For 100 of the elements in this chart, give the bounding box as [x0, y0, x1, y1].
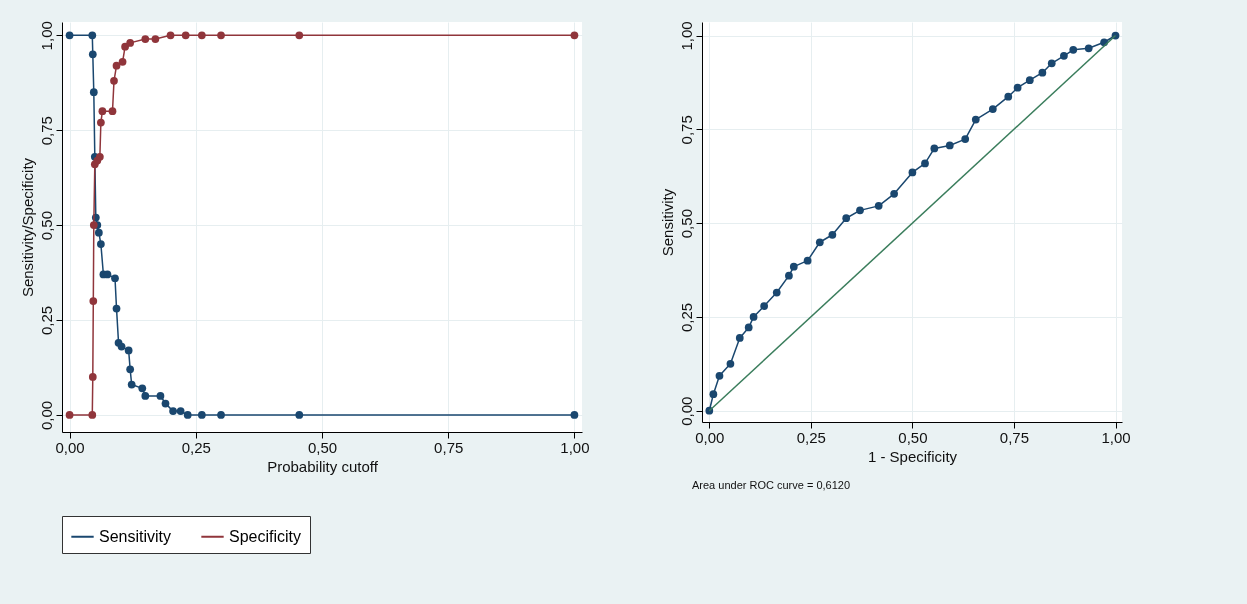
- point: [217, 411, 225, 419]
- point: [110, 76, 118, 85]
- point: [112, 304, 121, 313]
- point: [217, 31, 225, 40]
- point: [112, 61, 121, 70]
- x-axis-title: 1 - Specificity: [867, 447, 958, 465]
- point: [1047, 59, 1056, 68]
- point: [570, 411, 579, 419]
- point: [772, 288, 781, 297]
- y-tick-label: 0,75: [677, 115, 695, 145]
- x-tick-label: 0,75: [999, 428, 1030, 446]
- x-axis-title: Probability cutoff: [267, 457, 379, 475]
- point: [971, 115, 980, 124]
- point: [815, 238, 824, 247]
- x-tick-label: 0,00: [55, 438, 85, 456]
- point: [65, 31, 74, 40]
- point: [161, 399, 170, 408]
- point: [570, 31, 579, 40]
- point: [197, 411, 206, 419]
- x-tick-label: 0,25: [796, 428, 826, 446]
- y-tick-label: 0,25: [37, 305, 55, 336]
- point: [95, 152, 104, 161]
- point: [126, 365, 135, 374]
- point: [1025, 76, 1034, 85]
- point: [124, 346, 133, 355]
- y-tick-label: 0,50: [677, 209, 695, 239]
- point: [183, 411, 192, 419]
- y-axis-title: Sensitivity: [658, 188, 676, 257]
- point: [709, 390, 718, 399]
- point: [88, 373, 97, 381]
- point: [88, 31, 97, 40]
- point: [921, 159, 929, 168]
- point: [295, 411, 304, 419]
- point: [88, 411, 97, 419]
- point: [126, 39, 135, 47]
- point: [176, 407, 185, 415]
- y-tick-label: 0,00: [677, 396, 695, 426]
- y-tick-label: 0,75: [37, 116, 55, 146]
- legend-label: Specificity: [229, 527, 302, 545]
- y-tick-label: 0,25: [677, 302, 695, 333]
- point: [1084, 44, 1093, 53]
- point: [908, 168, 917, 177]
- point: [874, 202, 883, 210]
- point: [1004, 92, 1013, 101]
- point: [789, 262, 798, 271]
- point: [295, 31, 304, 40]
- point: [715, 371, 724, 380]
- point: [197, 31, 206, 40]
- point: [803, 256, 812, 265]
- point: [118, 58, 127, 66]
- point: [1069, 45, 1078, 54]
- point: [141, 392, 150, 400]
- point: [97, 240, 105, 248]
- x-tick-label: 0,50: [898, 428, 928, 446]
- point: [89, 221, 98, 229]
- x-tick-label: 0,00: [695, 428, 725, 446]
- point: [117, 342, 126, 351]
- point: [1060, 51, 1068, 60]
- point: [749, 313, 758, 321]
- point: [141, 35, 150, 43]
- point: [169, 407, 177, 415]
- point: [166, 31, 175, 40]
- text: Area under ROC curve = 0,6120: [692, 479, 851, 491]
- point: [156, 392, 165, 400]
- point: [98, 107, 107, 116]
- y-tick-label: 1,00: [677, 21, 695, 51]
- point: [744, 323, 753, 332]
- point: [65, 411, 74, 419]
- x-tick-label: 1,00: [1101, 428, 1131, 446]
- point: [111, 274, 119, 283]
- point: [735, 334, 744, 342]
- y-tick-label: 0,50: [37, 211, 55, 241]
- x-tick-label: 1,00: [560, 438, 590, 456]
- point: [89, 297, 98, 305]
- y-axis-title: Sensitivity/Specificity: [18, 157, 36, 298]
- point: [961, 135, 970, 143]
- point: [89, 88, 98, 97]
- x-tick-label: 0,75: [434, 438, 464, 456]
- point: [127, 380, 136, 389]
- point: [94, 228, 103, 237]
- point: [930, 144, 939, 153]
- point: [726, 359, 735, 368]
- point: [785, 271, 793, 280]
- point: [842, 214, 851, 223]
- x-tick-label: 0,25: [181, 438, 211, 456]
- point: [88, 50, 97, 59]
- point: [945, 141, 954, 150]
- point: [1013, 83, 1022, 92]
- point: [138, 384, 147, 393]
- point: [988, 105, 997, 113]
- y-tick-label: 1,00: [37, 21, 55, 51]
- point: [108, 107, 117, 116]
- point: [151, 35, 160, 43]
- x-tick-label: 0,50: [307, 438, 338, 456]
- point: [760, 302, 769, 310]
- point: [890, 189, 898, 198]
- legend-label: Sensitivity: [99, 527, 172, 545]
- point: [181, 31, 190, 40]
- point: [856, 206, 864, 215]
- point: [97, 118, 105, 127]
